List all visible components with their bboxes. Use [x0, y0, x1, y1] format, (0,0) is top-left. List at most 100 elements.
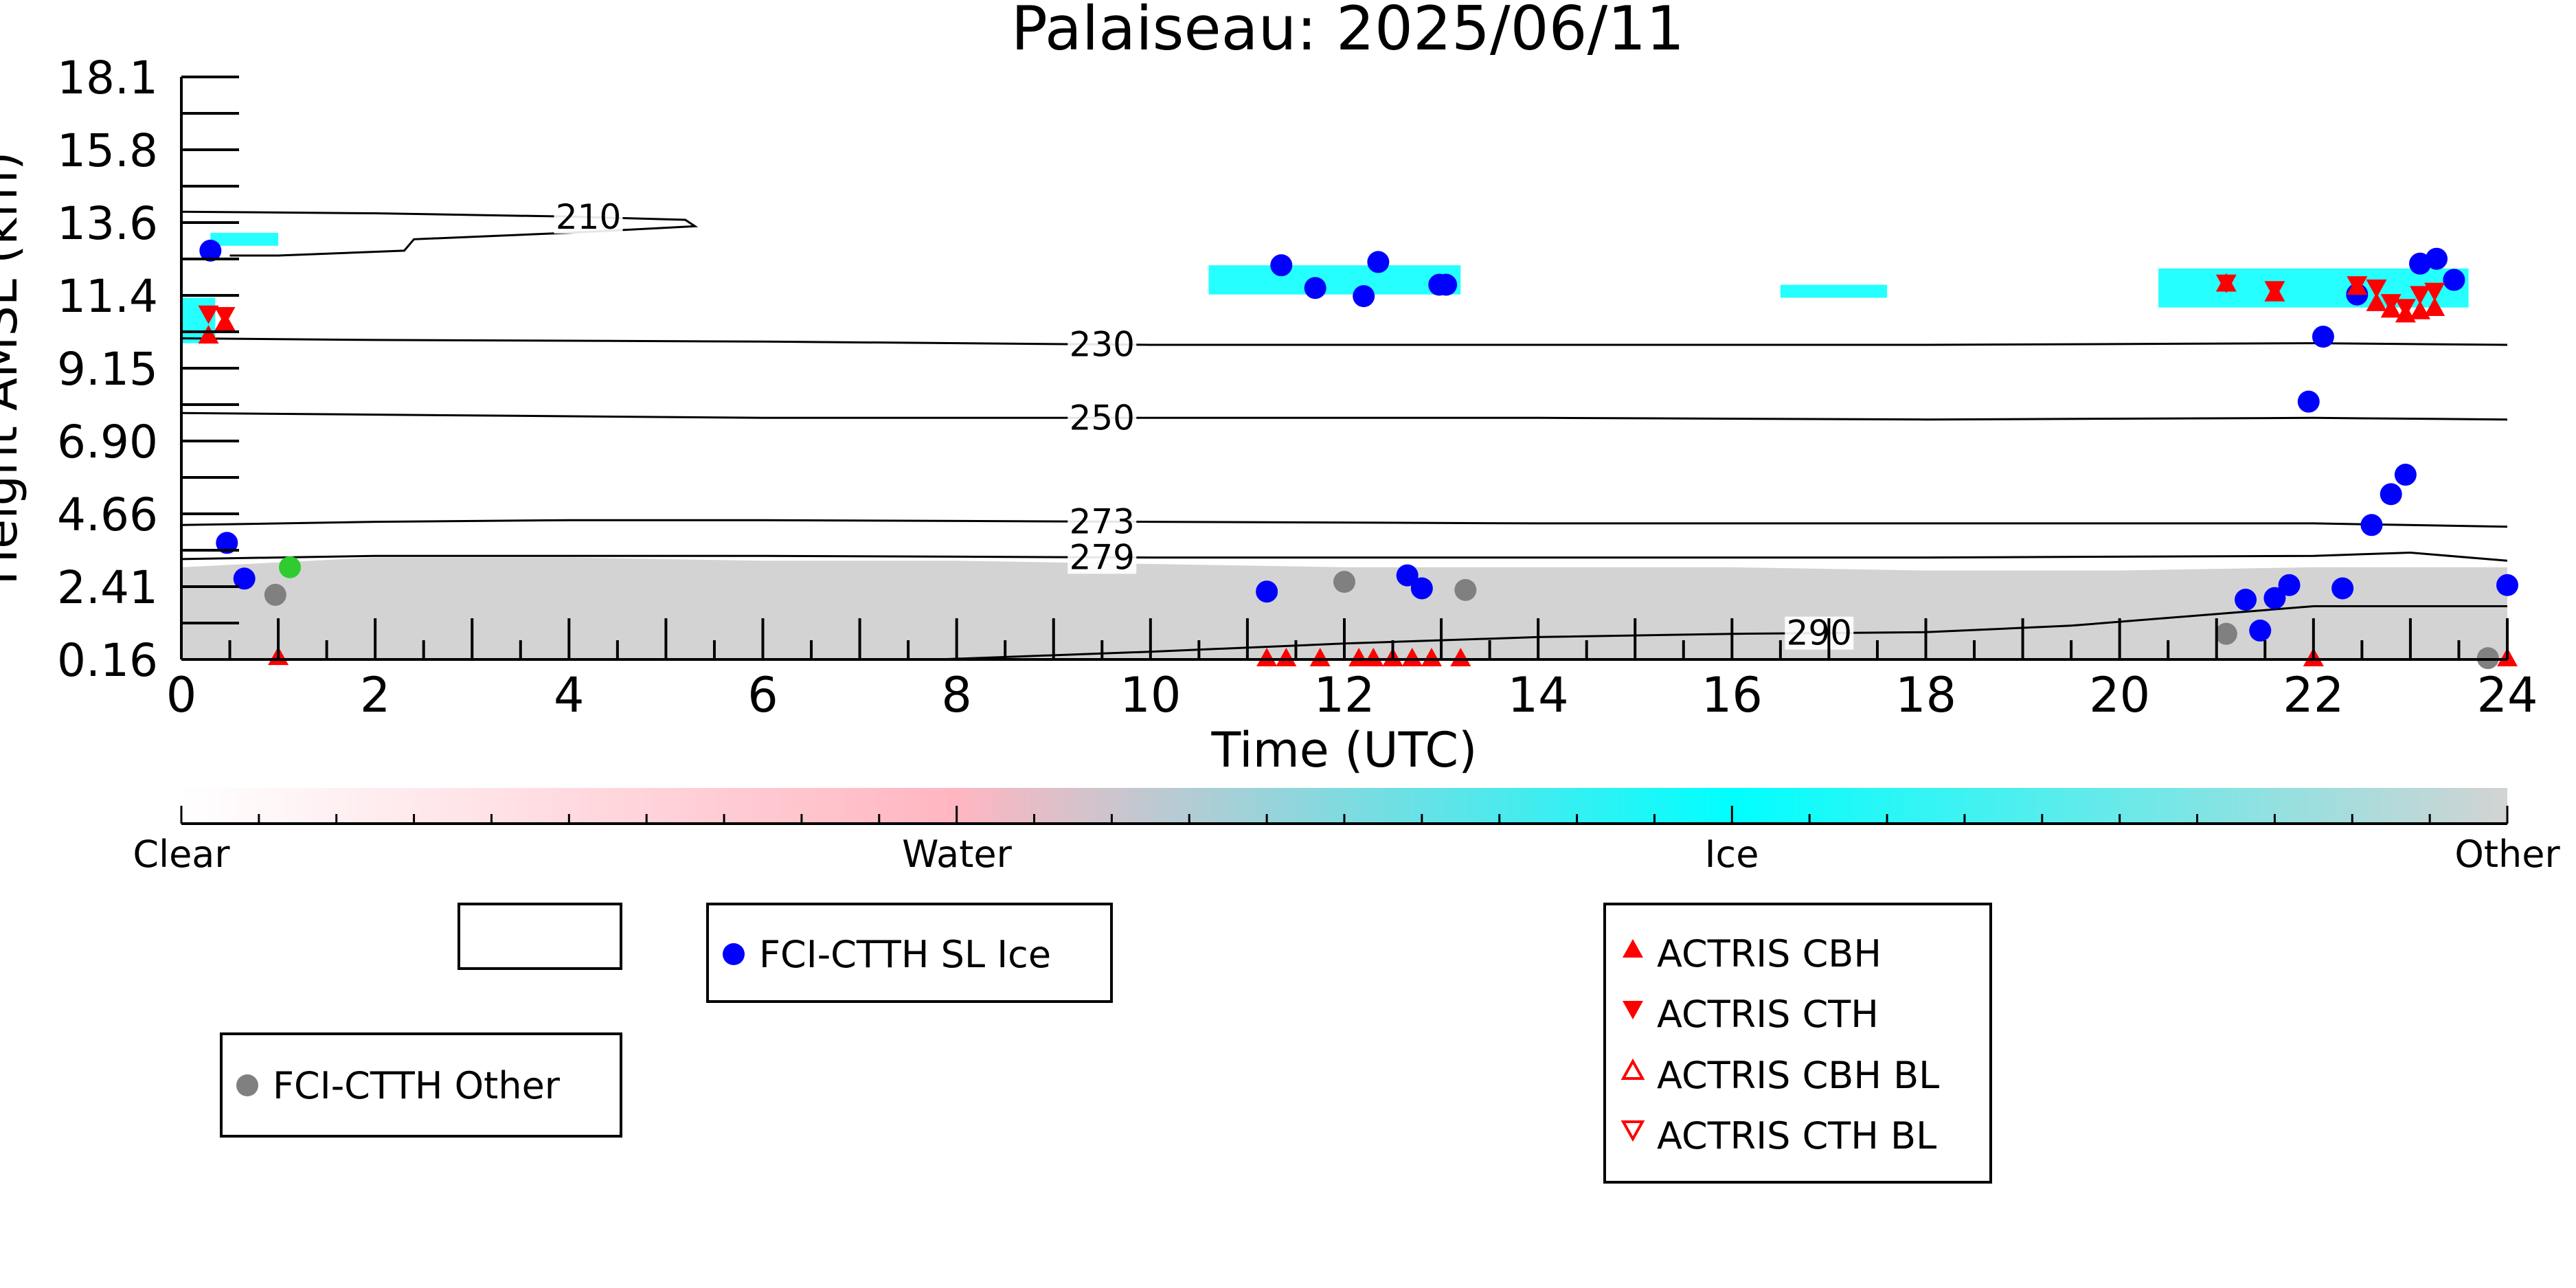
x-axis-label: Time (UTC): [1211, 722, 1478, 778]
background-layer: [181, 232, 2507, 659]
colorbar-label-water: Water: [902, 833, 1012, 876]
isotherm-line-273: [181, 519, 2507, 528]
unlabeled-series-2-point: [279, 556, 302, 578]
colorbar-label-ice: Ice: [1705, 833, 1759, 876]
unlabeled-series-5-point: [1450, 648, 1471, 666]
fci-ctth-sl-ice-point: [233, 567, 256, 590]
colorbar-label-other: Other: [2454, 833, 2560, 876]
actris-cth-point: [2264, 281, 2285, 300]
actris-cth-point: [2410, 286, 2431, 305]
legend-grey-circle-icon: [236, 1074, 258, 1096]
y-axis-ticks: 0.16 2.41 4.66 6.90 9.15 11.4 13.6 15.8 18.1: [57, 52, 239, 687]
legend-fci-sl-ice-frame: [706, 903, 1113, 1003]
fci-ctth-sl-ice-point: [2263, 587, 2286, 609]
legend-fci-sl-ice: FCI-CTTH SL Ice: [706, 903, 1113, 1003]
isotherm-line-210: [181, 210, 699, 257]
isotherm-label-bg: [1785, 616, 1854, 650]
unlabeled-series-5-point: [1276, 648, 1297, 666]
legend-actris-cth-label: ACTRIS CTH: [1657, 993, 1879, 1036]
fci-ctth-sl-ice-point: [2331, 577, 2354, 600]
x-tick-label: 0: [166, 667, 197, 723]
x-tick-label: 10: [1120, 667, 1181, 723]
fci-ctth-sl-ice-point: [1367, 251, 1390, 273]
fci-ctth-sl-ice-point: [1256, 580, 1278, 603]
chart-title: Palaiseau: 2025/06/11: [1011, 0, 1684, 64]
y-tick-label: 15.8: [57, 124, 158, 177]
isotherm-label-bg: [1067, 401, 1137, 435]
legend-red-triangle-up-icon: [1623, 939, 1643, 958]
isotherm-line-230: [181, 337, 2507, 346]
fci-ctth-sl-ice-point: [2409, 252, 2432, 275]
y-tick-label: 13.6: [57, 197, 158, 250]
fci-ctth-other-point: [2215, 622, 2237, 645]
fci-ctth-sl-ice-point: [1396, 564, 1419, 587]
y-tick-label: 6.90: [57, 416, 158, 468]
legend-empty-box: [457, 903, 622, 970]
x-tick-label: 14: [1508, 667, 1569, 723]
fci-ctth-sl-ice-point: [1435, 273, 1458, 296]
fci-ctth-sl-ice-point: [216, 532, 238, 554]
unlabeled-series-5-point: [1421, 648, 1442, 666]
unlabeled-series-5-point: [1309, 648, 1331, 666]
legend-blue-circle-icon: [723, 943, 745, 965]
fci-ctth-sl-ice-point: [2312, 326, 2334, 348]
isotherm-label-279: 279: [1070, 537, 1135, 577]
fci-ctth-sl-ice-point: [1410, 577, 1433, 600]
isotherm-label-bg: [1067, 505, 1137, 539]
unlabeled-series-5-point: [1363, 648, 1384, 666]
isotherm-label-210: 210: [556, 197, 621, 237]
fci-ctth-sl-ice-point: [2443, 269, 2465, 291]
legend-fci-other-frame: [220, 1032, 622, 1138]
actris-cth-point: [2424, 282, 2445, 302]
isotherm-label-bg: [1067, 541, 1137, 574]
isotherm-line-250: [181, 411, 2507, 421]
isotherm-label-290: 290: [1787, 613, 1852, 653]
legends: FCI-CTTH SL Ice FCI-CTTH Other ACTRIS CB…: [220, 903, 1992, 1184]
legend-red-triangle-down-icon: [1623, 1001, 1643, 1019]
y-tick-label: 0.16: [57, 634, 158, 687]
actris-cth-point: [2395, 299, 2416, 318]
fci-ctth-other-point: [1333, 571, 1355, 594]
fci-ctth-sl-ice-point: [2394, 464, 2417, 486]
actris-cth-point: [2347, 276, 2368, 295]
x-tick-label: 24: [2476, 667, 2538, 723]
ice-class-patch: [210, 232, 279, 246]
x-tick-label: 12: [1313, 667, 1375, 723]
x-tick-label: 16: [1702, 667, 1763, 723]
colorbar-label-clear: Clear: [133, 833, 230, 876]
colorbar: Clear Water Ice Other: [133, 788, 2560, 876]
fci-ctth-other-point: [264, 583, 286, 606]
legend-fci-other: FCI-CTTH Other: [220, 1032, 622, 1138]
unlabeled-series-5-point: [1348, 648, 1370, 666]
x-tick-label: 8: [941, 667, 972, 723]
legend-actris-cth-bl-label: ACTRIS CTH BL: [1657, 1114, 1936, 1157]
actris-cth-point: [2215, 274, 2237, 293]
x-tick-label: 20: [2089, 667, 2150, 723]
fci-ctth-sl-ice-point: [2249, 619, 2272, 642]
legend-fci-sl-ice-label: FCI-CTTH SL Ice: [759, 933, 1051, 976]
x-tick-label: 4: [554, 667, 585, 723]
fci-ctth-sl-ice-point: [2297, 390, 2320, 413]
y-tick-label: 18.1: [57, 52, 158, 104]
y-tick-label: 11.4: [57, 270, 158, 323]
colorbar-ticks: [180, 806, 2509, 824]
isotherm-label-273: 273: [1070, 501, 1135, 541]
fci-ctth-other-point: [1454, 578, 1477, 601]
fci-ctth-sl-ice-point: [199, 239, 222, 262]
legend-fci-other-label: FCI-CTTH Other: [273, 1064, 561, 1107]
fci-ctth-sl-ice-point: [2360, 514, 2383, 536]
ice-class-patch: [1780, 284, 1888, 298]
fci-ctth-sl-ice-point: [2496, 574, 2518, 596]
actris-cbh-point: [2366, 292, 2387, 311]
actris-cth-point: [2380, 294, 2402, 313]
isotherm-label-bg: [554, 201, 623, 234]
y-tick-label: 2.41: [57, 561, 158, 614]
y-tick-label: 4.66: [57, 488, 158, 541]
isotherm-label-230: 230: [1070, 324, 1135, 364]
unlabeled-series-5-point: [1256, 648, 1278, 666]
x-tick-label: 22: [2283, 667, 2344, 723]
legend-actris-cbh-label: ACTRIS CBH: [1657, 932, 1882, 975]
actris-cth-point: [214, 307, 236, 326]
markers: [198, 239, 2518, 670]
